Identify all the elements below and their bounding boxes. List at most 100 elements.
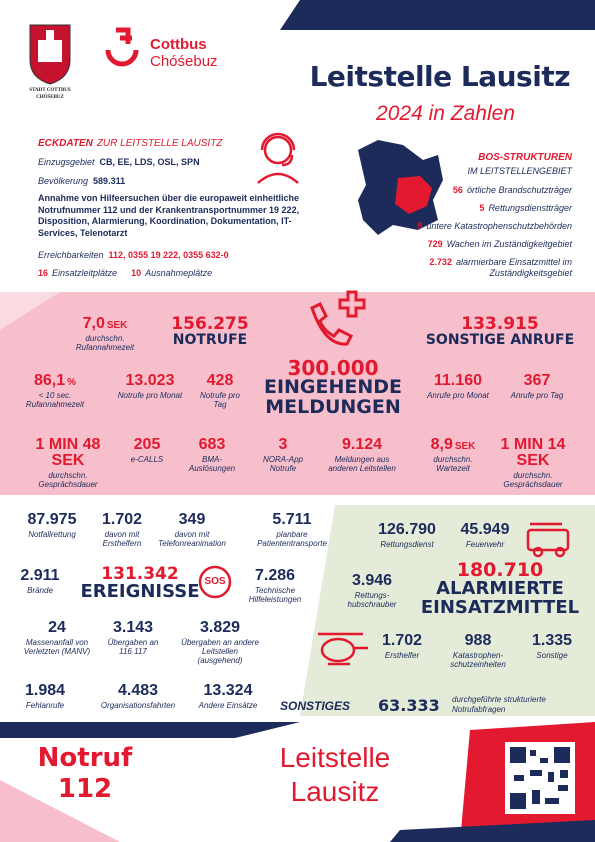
stat-value: 7.286 — [254, 567, 296, 584]
stat-value-line: 3.829 — [180, 620, 260, 636]
stat-value: 428 — [206, 372, 234, 389]
stat: 1 MIN 48 SEK durchschn. Gesprächsdauer — [18, 437, 118, 490]
bos-label: örtliche Brandschutzträger — [466, 185, 572, 195]
stat-value-line: 13.023 — [118, 373, 183, 389]
big-value: 180.710 — [456, 559, 544, 581]
stat-label: < 10 sec. Rufannahmezeit — [25, 391, 85, 410]
footer-number: 112 — [57, 774, 113, 804]
top-band — [280, 0, 595, 30]
stat-label: Anrufe pro Tag — [510, 391, 564, 400]
big-label: NOTRUFE — [172, 332, 248, 348]
stat-label: Rettungsdienst — [380, 540, 434, 549]
stat-value-line: 428 — [193, 373, 248, 389]
stat: 3.946 Rettungs-hubschrauber — [337, 573, 407, 610]
info-row: Bevölkerung 589.311 — [38, 176, 125, 186]
stat-label: Anrufe pro Monat — [427, 391, 489, 400]
stat-value: 7,0 — [82, 315, 105, 332]
stat-label: NORA-App Notrufe — [262, 455, 303, 474]
stat: 86,1% < 10 sec. Rufannahmezeit — [20, 373, 90, 410]
stat-label: planbare Patiententransporte — [257, 530, 327, 549]
stat: 3 NORA-App Notrufe — [253, 437, 313, 474]
stat: 988 Katastrophen-schutzeinheiten — [438, 633, 518, 670]
stat-value-line: 367 — [510, 373, 565, 389]
stat-value-line: 3.946 — [337, 573, 407, 589]
stat-value-line: 3 — [253, 437, 313, 453]
stat-value: 9.124 — [341, 436, 383, 453]
stat-label: durchschn. Wartezeit — [433, 455, 473, 474]
big-label: EREIGNISSE — [80, 581, 200, 602]
stat-value-line: 5.711 — [252, 512, 332, 528]
stat-value: 988 — [464, 632, 492, 649]
stat-value: 87.975 — [27, 511, 77, 528]
reach-label: Erreichbarkeiten — [38, 250, 104, 260]
stat-label: Notrufe pro Tag — [199, 391, 241, 410]
stat: 11.160 Anrufe pro Monat — [426, 373, 491, 401]
stat-label: Notrufe pro Monat — [117, 391, 183, 400]
stat: 3.143 Übergaben an 116 117 — [101, 620, 166, 657]
stat: 683 BMA-Auslösungen — [182, 437, 242, 474]
qr-pattern — [510, 747, 570, 809]
stat-value-line: 7,0 SEK — [65, 316, 145, 332]
stat-label: durchschn. Rufannahmezeit — [75, 334, 135, 353]
stat: 1.335 Sonstige — [522, 633, 582, 661]
stat-label: Sonstige — [536, 651, 568, 660]
stat: 87.975 Notfallrettung — [17, 512, 87, 540]
stat-value-line: 87.975 — [17, 512, 87, 528]
bos-item: 729 Wachen im Zuständigkeitgebiet — [330, 239, 572, 250]
reach-value: 112, 0355 19 222, 0355 632-0 — [108, 250, 229, 260]
seal-text: CHÓŚEBUZ — [36, 95, 64, 100]
calls-accent — [0, 292, 60, 330]
stat-label: Übergaben an 116 117 — [107, 638, 159, 657]
stat: 1.702 Ersthelfer — [372, 633, 432, 661]
seats-row: 16 Einsatzleitplätze 10 Ausnahmeplätze — [38, 268, 226, 278]
stat: 5.711 planbare Patiententransporte — [252, 512, 332, 549]
stat-value: 1.335 — [531, 632, 573, 649]
stat-value: 1.984 — [24, 682, 66, 699]
bos-label: alarmierbare Einsatzmittel im Zuständigk… — [455, 257, 572, 279]
stat-value-line: 1 MIN 48 SEK — [18, 437, 118, 469]
stat-value-line: 1 MIN 14 SEK — [483, 437, 583, 469]
footer-white — [235, 722, 480, 842]
stat-label: Übergaben an andere Leitstellen (ausgehe… — [181, 638, 259, 666]
sos-icon — [198, 565, 232, 599]
stat-value-line: 45.949 — [450, 522, 520, 538]
stat-value-line: 1.335 — [522, 633, 582, 649]
bos-item: 2.732 alarmierbare Einsatzmittel im Zustä… — [422, 257, 572, 280]
seat-value: 10 — [131, 268, 142, 278]
bos-value: 5 — [417, 221, 423, 231]
stat-label: Feuerwehr — [465, 540, 505, 549]
stat-label: e-CALLS — [130, 455, 164, 464]
seat-label: Ausnahmeplätze — [145, 268, 213, 278]
bos-label: Wachen im Zuständigkeitgebiet — [446, 239, 572, 249]
stat-value: 4.483 — [117, 682, 159, 699]
stat-value: 24 — [48, 619, 66, 636]
stat: 4.483 Organisationsfahrten — [93, 682, 183, 711]
stat: 7.286 Technische Hilfeleistungen — [240, 567, 310, 605]
bos-item: 5 Rettungsdienstträger — [330, 203, 572, 214]
headset-icon — [257, 132, 299, 184]
stat-value: 126.790 — [378, 521, 436, 538]
stat-value: 2.911 — [20, 567, 60, 584]
phone-icon — [310, 290, 366, 346]
stat: 2.911 Brände — [10, 567, 70, 596]
stat: 24 Massenanfall von Verletzten (MANV) — [22, 619, 92, 657]
stat-value: 13.324 — [203, 682, 253, 699]
bos-value: 5 — [479, 203, 485, 213]
stat-label: davon mit Ersthelfern — [102, 530, 142, 549]
bos-label: untere Katastrophenschutzbehörden — [426, 221, 572, 231]
stat-value-line: 11.160 — [426, 373, 491, 389]
bos-value: 729 — [427, 239, 443, 249]
bos-item: 5 untere Katastrophenschutzbehörden — [330, 221, 572, 232]
big-value: 133.915 — [461, 314, 539, 334]
stat: 13.324 Andere Einsätze — [191, 683, 266, 711]
stat-value: 5.711 — [272, 511, 312, 528]
stat-value: 205 — [133, 436, 161, 453]
stat-value: 11.160 — [433, 372, 483, 389]
bos-value: 56 — [452, 185, 463, 195]
stat-value-line: 988 — [438, 633, 518, 649]
big-label: EINGEHENDE MELDUNGEN — [263, 376, 403, 418]
stat-value-line: 13.324 — [191, 683, 266, 699]
stat-label: Organisationsfahrten — [100, 701, 176, 710]
